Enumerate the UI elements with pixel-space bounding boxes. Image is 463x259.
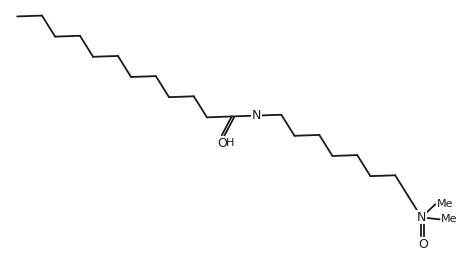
Text: Me: Me [435, 199, 452, 209]
Text: N: N [416, 211, 425, 224]
Text: O: O [216, 137, 226, 150]
Text: H: H [225, 138, 233, 148]
Text: N: N [251, 109, 261, 122]
Text: O: O [417, 238, 427, 251]
Text: Me: Me [440, 214, 456, 224]
